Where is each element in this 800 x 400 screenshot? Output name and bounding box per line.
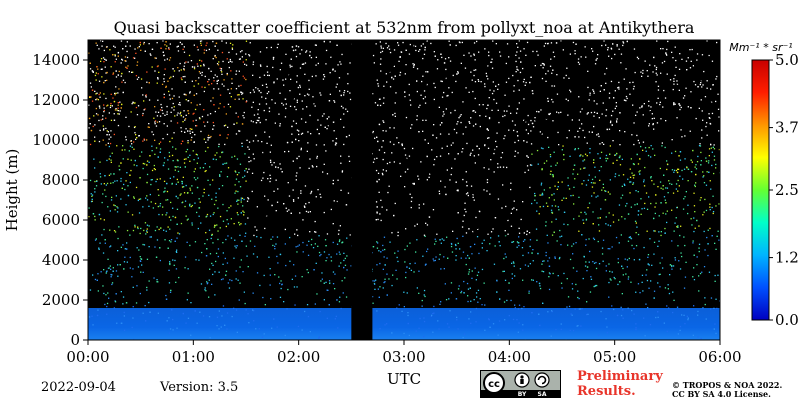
signal-layer bbox=[88, 40, 720, 340]
y-tick-label: 12000 bbox=[32, 91, 80, 109]
y-axis-label: Height (m) bbox=[3, 149, 21, 232]
y-axis: 0 2000 4000 6000 8000 10000 12000 14000 bbox=[32, 51, 88, 349]
preliminary-line-2: Results. bbox=[577, 384, 636, 399]
colorbar-ticks: 0.0 1.2 2.5 3.7 5.0 bbox=[769, 51, 799, 329]
y-tick-label: 8000 bbox=[42, 171, 80, 189]
sa-label: SA bbox=[538, 391, 547, 398]
cc-logo-icon: cc bbox=[483, 372, 505, 394]
x-axis: 00:00 01:00 02:00 03:00 04:00 05:00 06:00 bbox=[66, 340, 742, 366]
by-label: BY bbox=[518, 391, 527, 398]
y-tick-label: 0 bbox=[70, 331, 80, 349]
colorbar-tick-label: 0.0 bbox=[775, 311, 799, 329]
plot-background bbox=[88, 40, 720, 340]
y-tick-label: 10000 bbox=[32, 131, 80, 149]
colorbar-gradient bbox=[751, 59, 770, 321]
sa-share-icon bbox=[534, 372, 550, 388]
signal-speckles bbox=[88, 40, 720, 340]
colorbar-tick-label: 1.2 bbox=[775, 249, 799, 267]
preliminary-notice: Preliminary Results. bbox=[577, 369, 663, 399]
data-gap bbox=[351, 40, 373, 340]
colorbar-unit: Mm⁻¹ * sr⁻¹ bbox=[729, 41, 792, 54]
colorbar: 0.0 1.2 2.5 3.7 5.0 Mm⁻¹ * sr⁻¹ bbox=[729, 41, 799, 329]
version-label: Version: 3.5 bbox=[160, 380, 239, 395]
x-tick-label: 00:00 bbox=[66, 348, 109, 366]
x-tick-label: 05:00 bbox=[593, 348, 636, 366]
cc-license-badge: cc BY SA bbox=[480, 370, 561, 398]
x-axis-label: UTC bbox=[387, 370, 421, 388]
x-tick-label: 02:00 bbox=[277, 348, 320, 366]
y-tick-label: 6000 bbox=[42, 211, 80, 229]
y-tick-label: 14000 bbox=[32, 51, 80, 69]
y-tick-label: 2000 bbox=[42, 291, 80, 309]
y-tick-label: 4000 bbox=[42, 251, 80, 269]
chart-title: Quasi backscatter coefficient at 532nm f… bbox=[114, 18, 695, 37]
x-tick-label: 04:00 bbox=[488, 348, 531, 366]
x-tick-label: 01:00 bbox=[172, 348, 215, 366]
preliminary-line-1: Preliminary bbox=[577, 369, 663, 384]
copyright-notice: © TROPOS & NOA 2022. CC BY SA 4.0 Licens… bbox=[672, 381, 782, 399]
copyright-line-1: © TROPOS & NOA 2022. bbox=[672, 380, 783, 390]
colorbar-tick-label: 3.7 bbox=[775, 119, 799, 137]
by-person-icon bbox=[514, 372, 530, 388]
date-label: 2022-09-04 bbox=[41, 380, 116, 395]
x-tick-label: 03:00 bbox=[382, 348, 425, 366]
colorbar-tick-label: 5.0 bbox=[775, 51, 799, 69]
boundary-layer-signal bbox=[88, 308, 720, 340]
plot-area bbox=[87, 39, 721, 341]
colorbar-tick-label: 2.5 bbox=[775, 181, 799, 199]
copyright-line-2: CC BY SA 4.0 License. bbox=[672, 389, 771, 399]
x-tick-label: 06:00 bbox=[698, 348, 741, 366]
